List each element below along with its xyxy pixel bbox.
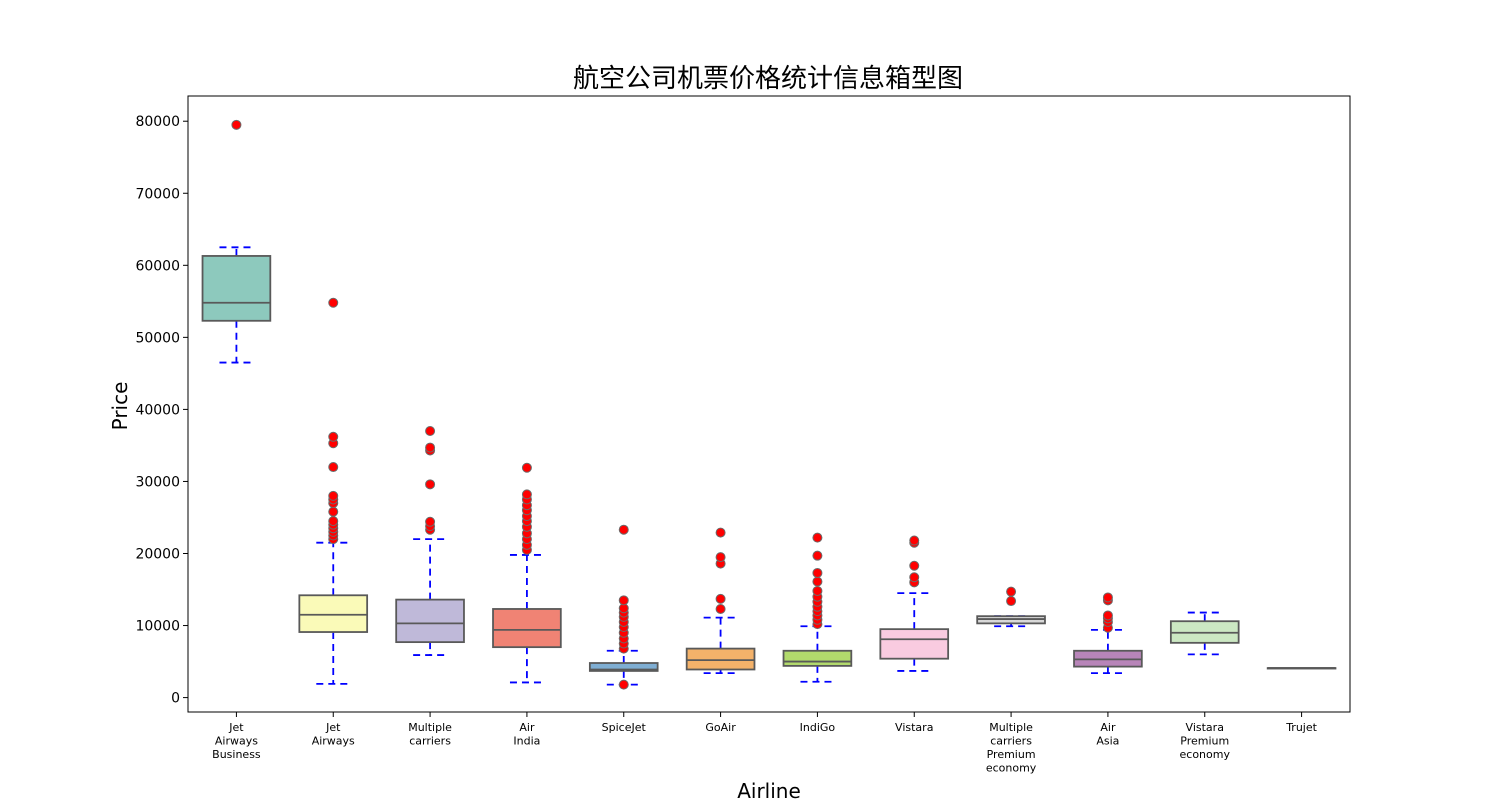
x-tick-label-line: Air [519, 721, 535, 734]
x-tick-label-line: Asia [1096, 735, 1119, 748]
x-tick-label: Jet Airways Business [212, 721, 261, 761]
x-tick-label-line: Business [212, 748, 261, 761]
x-tick-label-line: Airways [215, 735, 258, 748]
plot-frame [187, 95, 1351, 713]
outlier-point [328, 490, 339, 501]
y-tick-label: 60000 [135, 258, 180, 274]
x-tick-label-line: Vistara [1186, 721, 1224, 734]
outlier-point [425, 516, 436, 527]
y-tick-label: 80000 [135, 114, 180, 130]
outlier-point [812, 567, 823, 578]
x-tick-label-line: SpiceJet [602, 721, 647, 734]
x-tick-label: Trujet [1285, 721, 1317, 734]
y-tick-label: 0 [171, 691, 180, 707]
outlier-point [1006, 586, 1017, 597]
x-tick-label-line: Multiple [989, 721, 1033, 734]
x-tick-label-line: economy [986, 762, 1037, 775]
x-tick-label-line: Air [1100, 721, 1116, 734]
outlier-point [715, 593, 726, 604]
outlier-point [618, 679, 629, 690]
y-tick-label: 10000 [135, 619, 180, 635]
outlier-point [231, 119, 242, 130]
x-tick-label: Multiple carriers [408, 721, 452, 748]
outlier-point [909, 560, 920, 571]
outlier-point [812, 532, 823, 543]
x-tick-label-line: Airways [312, 735, 355, 748]
outlier-point [328, 506, 339, 517]
box [782, 649, 853, 667]
outlier-point [618, 595, 629, 606]
box [298, 594, 369, 633]
outlier-point [812, 576, 823, 587]
outlier-point [1102, 592, 1113, 603]
plot-area: 0 10000 20000 30000 40000 50000 60000 70000 8000… [135, 114, 1337, 775]
x-axis-label: Airline [737, 779, 801, 800]
x-tick-label: Multiple carriers Premium economy [986, 721, 1037, 775]
outlier-point [1006, 596, 1017, 607]
y-tick-label: 30000 [135, 474, 180, 490]
x-tick-label-line: Premium [1180, 735, 1229, 748]
outlier-point [425, 442, 436, 453]
outlier-point [1102, 610, 1113, 621]
y-axis-label: Price [108, 382, 132, 431]
outlier-point [521, 462, 532, 473]
outlier-point [715, 552, 726, 563]
outlier-point [909, 535, 920, 546]
x-tick-label: SpiceJet [602, 721, 647, 734]
x-tick-label-line: Premium [987, 748, 1036, 761]
x-tick-label: Vistara [895, 721, 933, 734]
x-tick-label-line: Vistara [895, 721, 933, 734]
outlier-point [425, 426, 436, 437]
x-tick-label-line: carriers [409, 735, 451, 748]
x-tick-label-line: India [513, 735, 540, 748]
chart-title: 航空公司机票价格统计信息箱型图 [573, 64, 963, 94]
box [879, 628, 950, 660]
y-tick-label: 40000 [135, 402, 180, 418]
box [395, 598, 465, 644]
y-tick-label: 20000 [135, 546, 180, 562]
outlier-point [328, 462, 339, 473]
y-tick-label: 50000 [135, 330, 180, 346]
x-tick-label: Vistara Premium economy [1180, 721, 1231, 761]
box [588, 662, 659, 672]
x-tick-label-line: Trujet [1285, 721, 1317, 734]
x-tick-label-line: IndiGo [800, 721, 836, 734]
outlier-point [521, 489, 532, 500]
outlier-point [715, 527, 726, 538]
outlier-point [328, 431, 339, 442]
x-tick-label: Jet Airways [312, 721, 355, 748]
box [685, 647, 756, 671]
x-tick-label-line: Jet [228, 721, 244, 734]
outlier-point [812, 550, 823, 561]
outlier-point [812, 585, 823, 596]
y-tick-label: 70000 [135, 186, 180, 202]
x-tick-label: IndiGo [800, 721, 836, 734]
outlier-point [715, 603, 726, 614]
outlier-point [328, 297, 339, 308]
x-tick-label: GoAir [705, 721, 736, 734]
x-tick-label-line: GoAir [705, 721, 736, 734]
x-tick-label: Air India [513, 721, 540, 748]
x-tick-label: Air Asia [1096, 721, 1119, 748]
box [492, 608, 562, 649]
x-tick-label-line: Multiple [408, 721, 452, 734]
x-tick-label-line: economy [1180, 748, 1231, 761]
outlier-point [425, 479, 436, 490]
x-tick-label-line: carriers [990, 735, 1032, 748]
outlier-point [328, 516, 339, 527]
outlier-point [618, 524, 629, 535]
outlier-point [909, 572, 920, 583]
x-tick-label-line: Jet [325, 721, 341, 734]
box [201, 255, 272, 322]
